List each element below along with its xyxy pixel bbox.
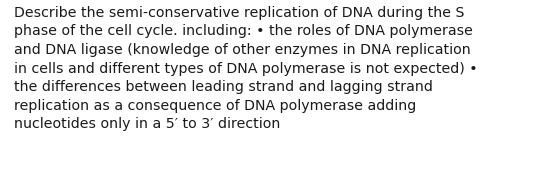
Text: Describe the semi-conservative replication of DNA during the S
phase of the cell: Describe the semi-conservative replicati… [14,6,478,131]
